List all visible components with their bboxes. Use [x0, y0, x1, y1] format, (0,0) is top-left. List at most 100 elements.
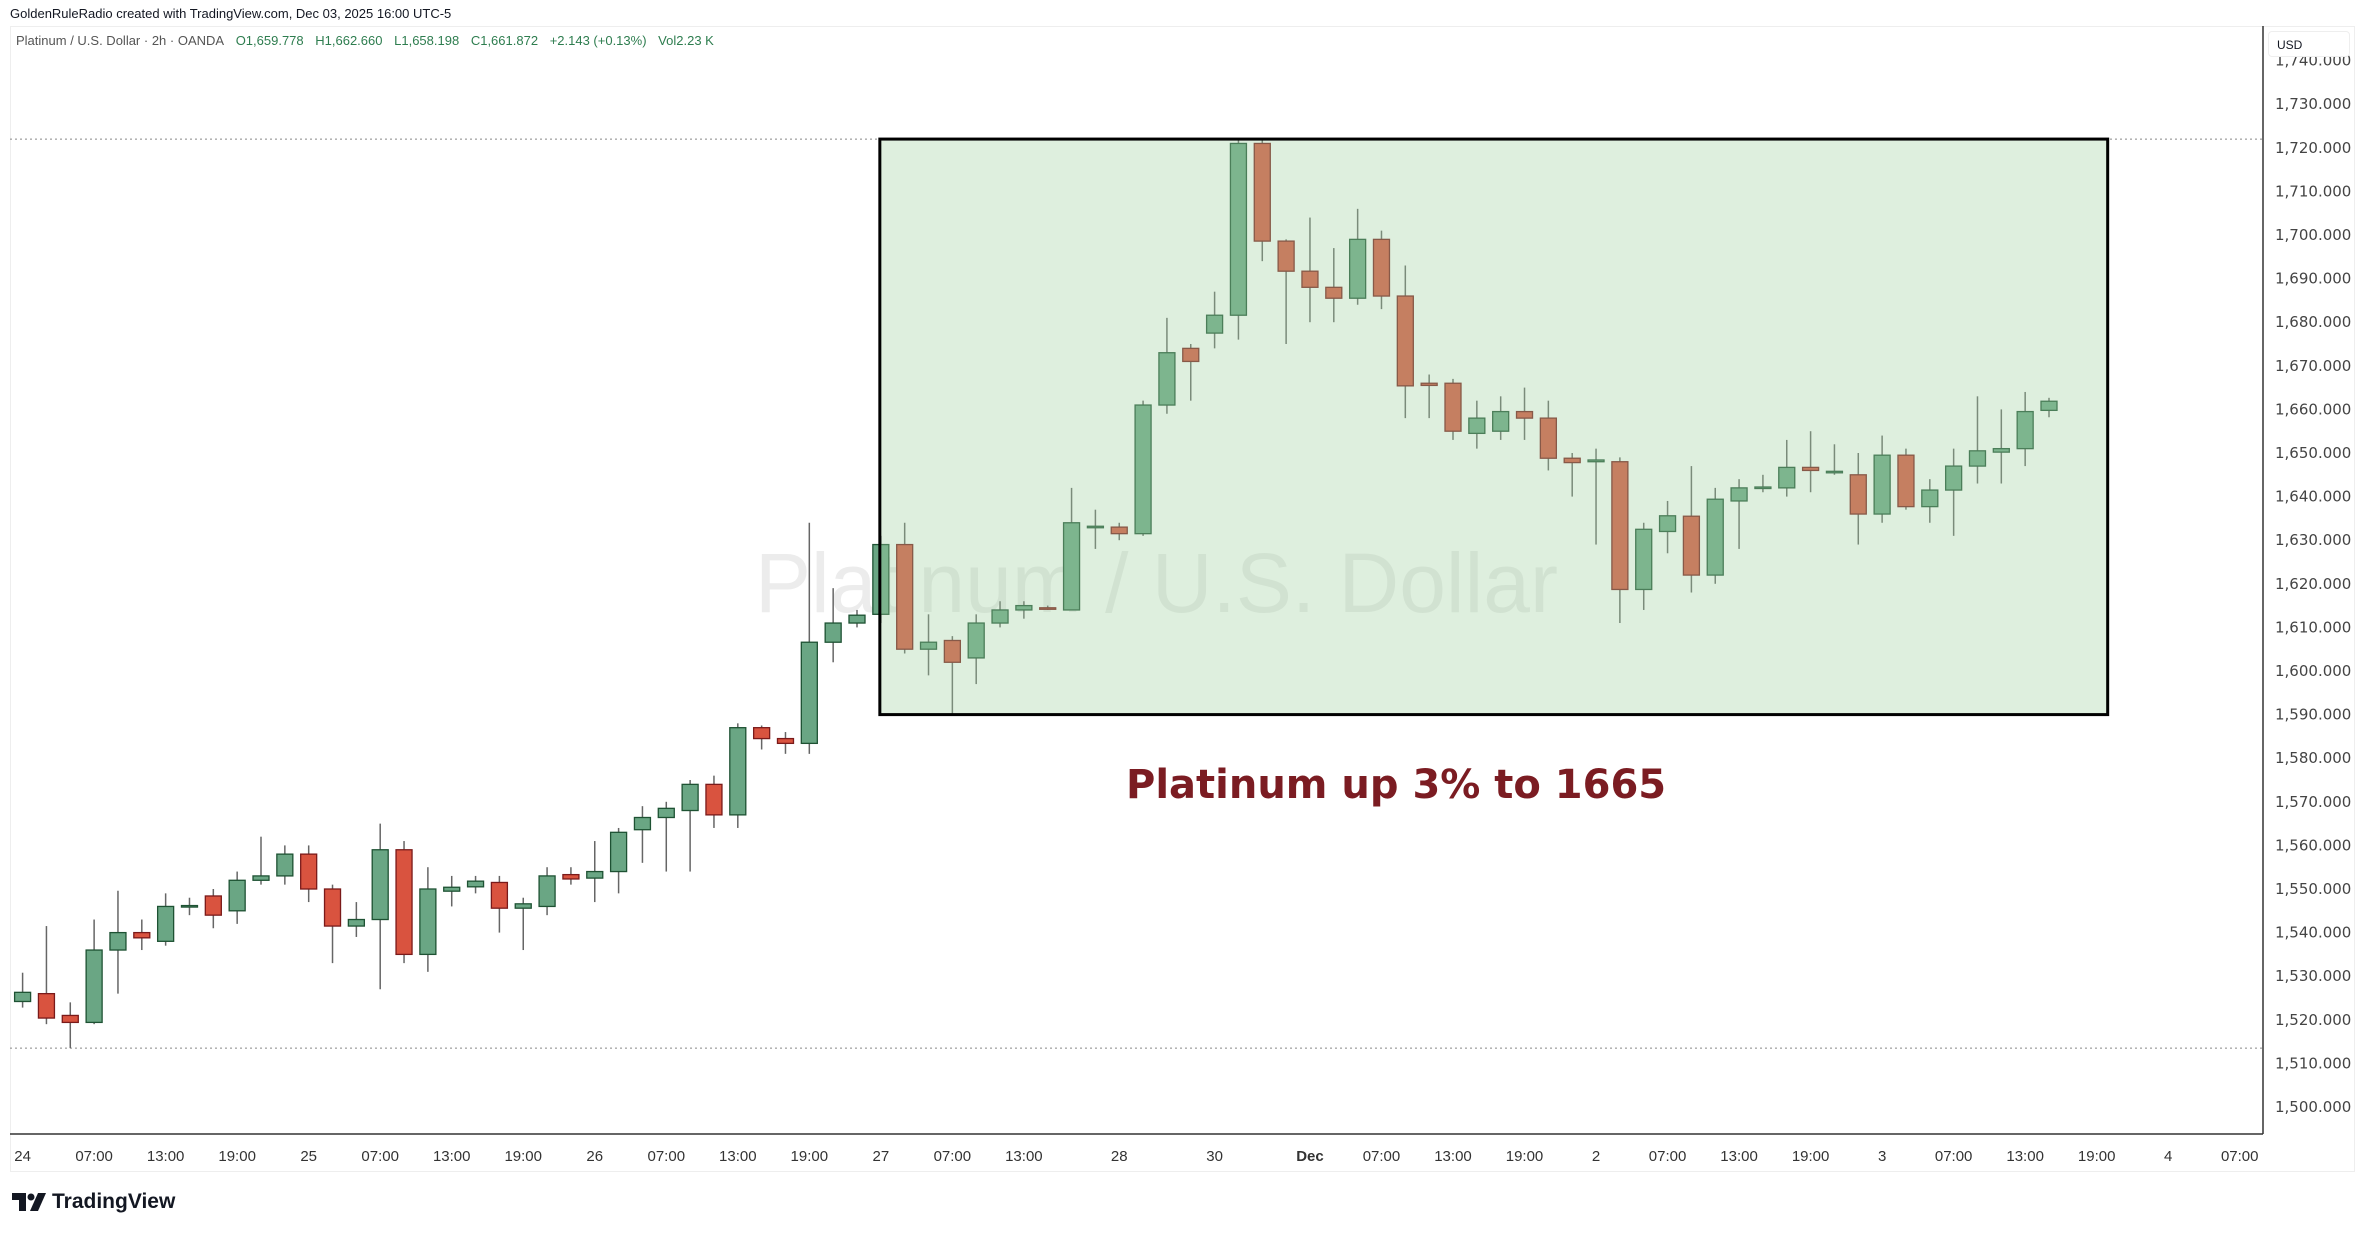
candle-up: [1468, 417, 1486, 435]
candle-up: [967, 622, 985, 659]
price-tick-label: 1,720.000: [2275, 139, 2351, 157]
candle-down: [1611, 461, 1629, 591]
candle-down: [133, 931, 151, 939]
price-tick-label: 1,500.000: [2275, 1098, 2351, 1116]
candle-down: [1539, 417, 1558, 459]
candle-down: [1396, 295, 1414, 387]
candle-down: [1682, 515, 1701, 576]
candle-down: [1277, 240, 1295, 272]
candle-up: [1730, 487, 1748, 502]
candle-up: [1158, 352, 1176, 406]
price-tick-label: 1,580.000: [2275, 749, 2351, 767]
time-tick-label: 27: [872, 1148, 889, 1165]
currency-label[interactable]: USD: [2268, 31, 2350, 57]
candle-down: [490, 881, 509, 909]
time-tick-label: 19:00: [218, 1148, 256, 1165]
candle-up: [443, 886, 461, 892]
candle-down: [896, 543, 914, 650]
candle-up: [1587, 459, 1605, 463]
candle-down: [1515, 410, 1534, 419]
candle-up: [419, 888, 437, 956]
time-tick-label: 4: [2164, 1148, 2172, 1165]
time-tick-label: 19:00: [504, 1148, 542, 1165]
candle-down: [300, 853, 318, 890]
time-tick-label: 26: [586, 1148, 603, 1165]
candle-down: [1110, 526, 1128, 535]
price-tick-label: 1,650.000: [2275, 444, 2351, 462]
time-tick-label: Dec: [1296, 1148, 1324, 1165]
time-tick-label: 28: [1111, 1148, 1128, 1165]
candle-up: [13, 991, 32, 1003]
candle-up: [1205, 314, 1224, 334]
candle-up: [848, 614, 866, 624]
time-tick-label: 30: [1206, 1148, 1223, 1165]
candle-up: [800, 641, 818, 745]
candle-up: [2016, 410, 2034, 450]
candle-down: [1039, 607, 1057, 610]
candle-up: [1348, 238, 1367, 299]
candle-up: [371, 849, 389, 921]
tradingview-logo[interactable]: TradingView: [12, 1190, 175, 1214]
candle-down: [1897, 454, 1915, 508]
legend-symbol[interactable]: Platinum / U.S. Dollar · 2h · OANDA: [16, 33, 225, 48]
candle-up: [109, 931, 127, 951]
candle-up: [252, 875, 270, 881]
price-tick-label: 1,550.000: [2275, 880, 2351, 898]
candle-down: [395, 849, 413, 956]
candle-up: [586, 870, 604, 879]
time-tick-label: 07:00: [1935, 1148, 1973, 1165]
highlight-rectangle: [878, 137, 2110, 717]
time-tick-label: 07:00: [648, 1148, 686, 1165]
time-tick-label: 07:00: [1649, 1148, 1687, 1165]
candle-up: [276, 853, 294, 877]
candle-down: [1849, 474, 1867, 515]
price-tick-label: 1,600.000: [2275, 662, 2351, 680]
candle-up: [1992, 447, 2010, 453]
price-tick-label: 1,610.000: [2275, 618, 2351, 636]
candle-down: [1182, 347, 1200, 363]
price-tick-label: 1,620.000: [2275, 575, 2351, 593]
legend-close: C1,661.872: [470, 33, 539, 48]
candle-down: [61, 1014, 79, 1024]
time-tick-label: 13:00: [1434, 1148, 1472, 1165]
candle-up: [347, 918, 366, 927]
time-tick-label: 13:00: [433, 1148, 471, 1165]
candle-up: [609, 831, 628, 873]
legend-open: O1,659.778: [235, 33, 304, 48]
price-tick-label: 1,570.000: [2275, 793, 2351, 811]
candle-up: [919, 641, 938, 650]
candle-up: [156, 905, 175, 942]
candle-up: [1134, 404, 1152, 535]
candle-up: [681, 783, 699, 812]
time-tick-label: 25: [300, 1148, 317, 1165]
candle-up: [85, 949, 103, 1024]
price-tick-label: 1,710.000: [2275, 182, 2351, 200]
chart-pane: [10, 26, 2355, 1172]
candle-up: [1754, 486, 1772, 490]
candle-up: [1062, 522, 1081, 611]
price-tick-label: 1,640.000: [2275, 488, 2351, 506]
candle-down: [943, 639, 962, 663]
time-tick-label: 3: [1878, 1148, 1886, 1165]
price-tick-label: 1,560.000: [2275, 836, 2351, 854]
price-tick-label: 1,700.000: [2275, 226, 2351, 244]
candle-down: [204, 895, 222, 916]
tradingview-logo-text: TradingView: [52, 1190, 176, 1213]
candle-down: [1301, 270, 1319, 288]
candle-up: [1706, 498, 1724, 576]
candle-down: [1420, 382, 1438, 387]
time-tick-label: 13:00: [1720, 1148, 1758, 1165]
candle-up: [1492, 410, 1510, 432]
time-tick-label: 07:00: [361, 1148, 399, 1165]
legend-volume: Vol2.23 K: [658, 33, 714, 48]
symbol-legend: Platinum / U.S. Dollar · 2h · OANDA O1,6…: [16, 33, 722, 48]
time-tick-label: 13:00: [1005, 1148, 1043, 1165]
time-tick-label: 19:00: [791, 1148, 829, 1165]
price-tick-label: 1,680.000: [2275, 313, 2351, 331]
price-tick-label: 1,540.000: [2275, 924, 2351, 942]
time-tick-label: 07:00: [75, 1148, 113, 1165]
time-tick-label: 13:00: [719, 1148, 757, 1165]
price-tick-label: 1,630.000: [2275, 531, 2351, 549]
time-tick-label: 07:00: [1363, 1148, 1401, 1165]
